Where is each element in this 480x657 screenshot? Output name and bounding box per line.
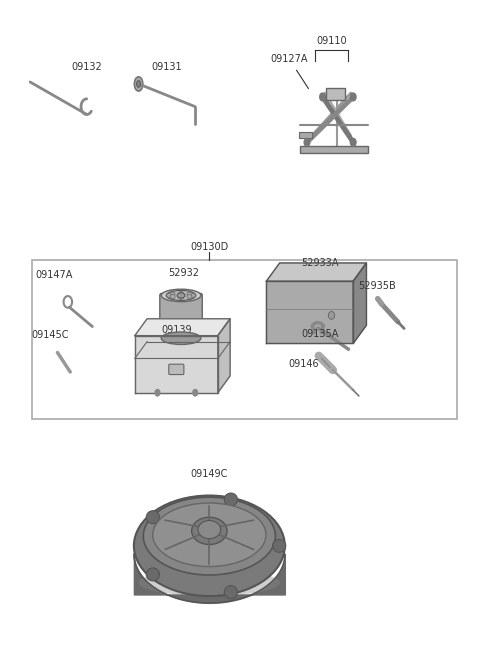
Polygon shape [353,263,366,344]
FancyBboxPatch shape [299,132,312,139]
Ellipse shape [161,332,201,344]
Ellipse shape [167,293,172,298]
Circle shape [155,390,160,396]
Ellipse shape [139,570,280,596]
Ellipse shape [134,495,285,596]
Ellipse shape [170,294,175,299]
Ellipse shape [177,293,185,298]
Text: 09149C: 09149C [191,469,228,479]
Circle shape [350,93,356,101]
Text: 09139: 09139 [161,325,192,335]
Circle shape [304,139,310,147]
Ellipse shape [170,292,175,296]
Polygon shape [135,319,230,336]
Polygon shape [266,281,353,344]
Ellipse shape [328,311,335,319]
Ellipse shape [146,568,159,581]
Polygon shape [135,336,218,393]
Ellipse shape [134,77,143,91]
FancyBboxPatch shape [169,364,184,374]
Ellipse shape [224,493,238,506]
Text: 52933A: 52933A [301,258,339,267]
FancyBboxPatch shape [33,260,457,419]
Circle shape [193,390,198,396]
Text: 09130D: 09130D [190,242,228,252]
Ellipse shape [153,503,266,566]
Circle shape [320,93,325,101]
Text: 09146: 09146 [288,359,319,369]
FancyBboxPatch shape [160,294,202,340]
Ellipse shape [187,294,192,299]
FancyBboxPatch shape [326,88,345,99]
Text: 09135A: 09135A [301,329,339,339]
Ellipse shape [191,293,195,298]
Circle shape [350,139,356,147]
Text: 52932: 52932 [168,268,199,278]
Ellipse shape [198,520,221,539]
Ellipse shape [192,517,227,545]
Ellipse shape [187,292,192,296]
Text: 09110: 09110 [317,36,348,47]
Ellipse shape [179,295,183,300]
Ellipse shape [166,290,196,300]
Text: 09131: 09131 [152,62,182,72]
Polygon shape [266,263,366,281]
Ellipse shape [273,539,286,553]
Ellipse shape [146,510,159,524]
FancyBboxPatch shape [300,146,368,153]
Text: 09132: 09132 [72,62,102,72]
Text: 52935B: 52935B [358,281,396,291]
Polygon shape [218,319,230,393]
Text: 09145C: 09145C [32,330,69,340]
Text: 09147A: 09147A [35,270,72,280]
Ellipse shape [224,585,238,599]
Ellipse shape [137,81,141,87]
Ellipse shape [144,497,276,575]
Text: 09127A: 09127A [271,54,308,64]
Ellipse shape [179,292,183,296]
Ellipse shape [161,289,201,302]
